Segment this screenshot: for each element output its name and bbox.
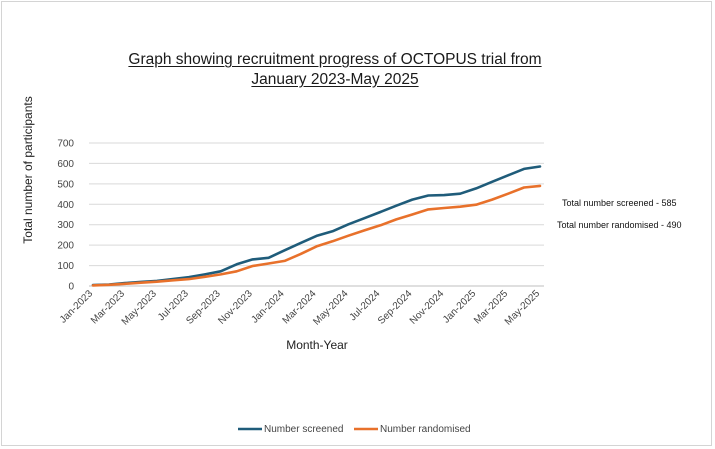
series-line-number-randomised: [91, 184, 542, 287]
annotation-total-randomised: Total number randomised - 490: [557, 220, 682, 230]
x-axis-label: Month-Year: [286, 338, 348, 352]
y-tick-label: 400: [57, 200, 74, 211]
x-tick-label: Nov-2023: [216, 288, 255, 327]
y-tick-label: 0: [68, 282, 74, 293]
x-tick-label: May-2025: [503, 288, 543, 328]
x-tick-label: May-2023: [120, 288, 160, 328]
x-tick-label: Nov-2024: [408, 288, 447, 327]
x-tick-label: May-2024: [311, 288, 351, 328]
y-tick-label: 600: [57, 159, 74, 170]
y-tick-label: 100: [57, 261, 74, 272]
annotation-total-screened: Total number screened - 585: [562, 198, 677, 208]
chart-title: Graph showing recruitment progress of OC…: [120, 50, 550, 90]
chart-title-line-1: Graph showing recruitment progress of OC…: [128, 51, 542, 68]
y-tick-label: 300: [57, 220, 74, 231]
y-tick-label: 500: [57, 179, 74, 190]
legend-label: Number randomised: [380, 424, 471, 435]
chart-title-line-2: January 2023-May 2025: [251, 71, 419, 88]
y-tick-label: 200: [57, 241, 74, 252]
legend-label: Number screened: [264, 424, 343, 435]
y-axis-label: Total number of participants: [21, 96, 35, 243]
y-tick-label: 700: [57, 139, 74, 150]
